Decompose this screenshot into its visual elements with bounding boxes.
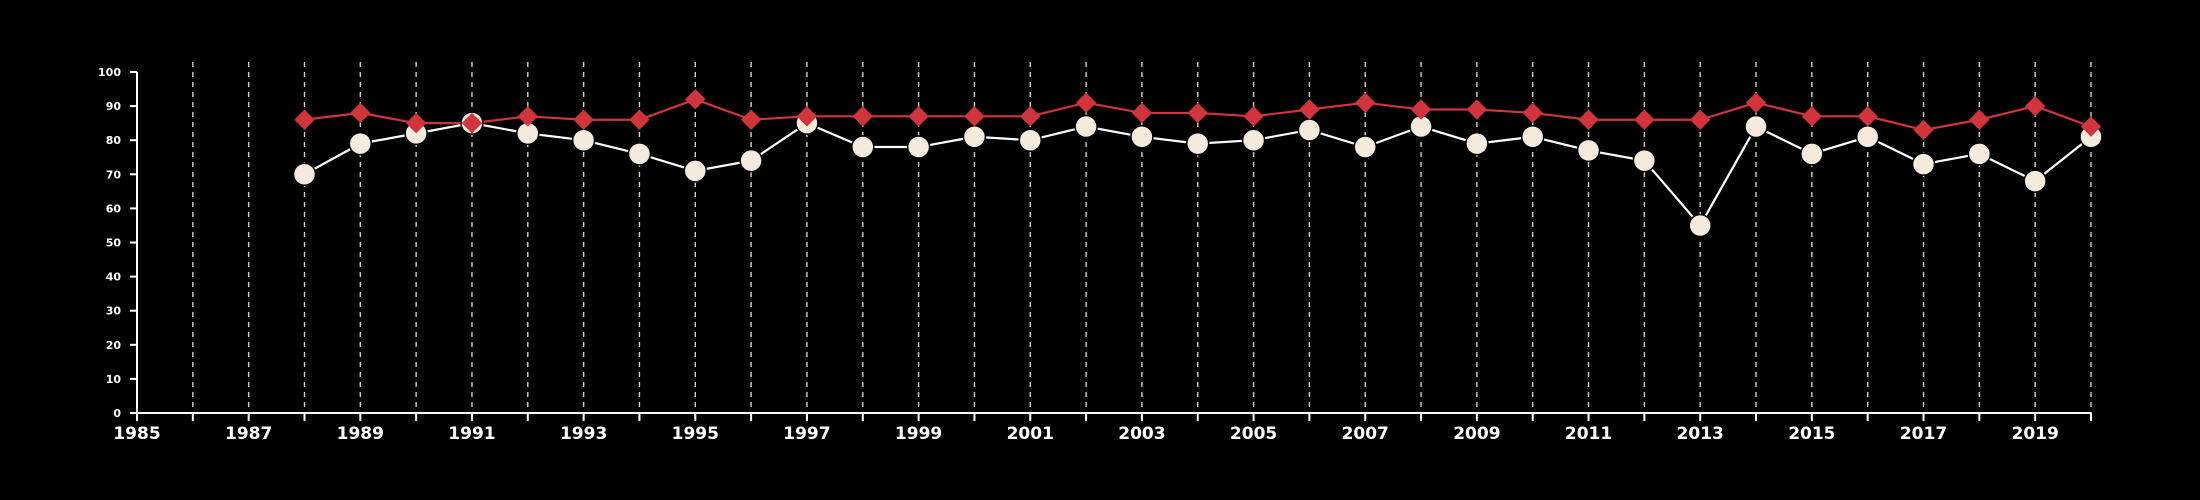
series-diamond-point-1996 (740, 109, 762, 130)
series-circle-point-2004 (1185, 131, 1210, 156)
y-tick-label-10: 10 (106, 373, 122, 386)
series-diamond-point-2018 (1969, 109, 1990, 130)
series-diamond-point-2013 (1689, 109, 1711, 130)
series-diamond-point-2012 (1634, 109, 1655, 130)
y-tick-label-0: 0 (113, 407, 121, 420)
series-circle-point-2011 (1576, 138, 1601, 163)
series-diamond-point-1993 (573, 109, 594, 130)
x-tick-label-1989: 1989 (337, 424, 384, 444)
series-diamond-point-1994 (629, 109, 650, 130)
series-circle-point-1996 (739, 148, 763, 173)
series-circle-point-2002 (1074, 114, 1098, 139)
series-circle-point-2019 (2023, 169, 2047, 193)
series-diamond-point-2017 (1913, 119, 1934, 141)
series-circle-point-1995 (683, 159, 708, 183)
x-tick-label-2019: 2019 (2012, 424, 2059, 444)
series-circle-point-1994 (627, 142, 652, 166)
series-diamond-point-1999 (908, 106, 929, 127)
series-circle-point-2017 (1911, 152, 1936, 176)
y-tick-label-40: 40 (106, 271, 122, 284)
series-circle-point-2006 (1297, 118, 1322, 142)
x-tick-label-2001: 2001 (1007, 424, 1054, 444)
series-diamond-point-2010 (1522, 102, 1543, 124)
series-diamond-point-2020 (2080, 116, 2102, 137)
series-diamond-point-1989 (350, 102, 371, 124)
series-circle-point-2003 (1130, 125, 1154, 149)
x-tick-label-1999: 1999 (895, 424, 942, 444)
series-circle-point-2014 (1744, 114, 1768, 139)
series-circle-point-2012 (1632, 148, 1657, 173)
x-tick-label-2013: 2013 (1677, 424, 1724, 444)
series-diamond-point-2016 (1857, 106, 1878, 127)
series-diamond-point-1992 (517, 106, 539, 127)
series-circle-point-2001 (1018, 128, 1043, 152)
series-layer (292, 89, 2103, 238)
series-diamond-point-2009 (1466, 99, 1488, 120)
x-tick-label-2003: 2003 (1118, 424, 1165, 444)
y-tick-label-60: 60 (106, 202, 122, 215)
axes-layer: 0 10 20 30 40 50 60 70 80 90 100 1985 1987 1989 1991 19… (98, 66, 2092, 444)
x-tick-label-1985: 1985 (113, 424, 160, 444)
x-tick-label-2011: 2011 (1565, 424, 1612, 444)
y-tick-label-100: 100 (98, 66, 121, 79)
series-diamond-point-2003 (1131, 102, 1153, 124)
series-circle-point-2005 (1241, 128, 1266, 152)
y-tick-label-30: 30 (106, 305, 122, 318)
y-tick-label-20: 20 (106, 339, 122, 352)
series-diamond-point-2019 (2024, 95, 2046, 117)
y-tick-label-80: 80 (106, 134, 122, 147)
x-tick-label-1991: 1991 (448, 424, 495, 444)
series-circle-point-2018 (1967, 142, 1992, 166)
x-tick-label-1995: 1995 (672, 424, 719, 444)
x-tick-label-2015: 2015 (1788, 424, 1835, 444)
x-tick-label-2005: 2005 (1230, 424, 1277, 444)
series-circle-point-2015 (1800, 142, 1824, 166)
series-diamond-point-2004 (1187, 102, 1208, 124)
series-diamond-point-1997 (796, 106, 818, 127)
series-diamond-point-2007 (1355, 92, 1376, 113)
x-tick-label-1987: 1987 (225, 424, 272, 444)
series-circle-point-1988 (292, 162, 317, 187)
y-tick-label-50: 50 (106, 237, 122, 250)
series-diamond-point-2011 (1578, 109, 1599, 130)
series-circle-point-1993 (571, 128, 596, 152)
y-tick-label-70: 70 (106, 168, 122, 181)
series-circle-point-2007 (1353, 135, 1377, 159)
series-diamond-point-2008 (1410, 99, 1432, 120)
series-diamond-point-2001 (1020, 106, 1041, 127)
series-diamond-point-1990 (405, 112, 427, 134)
series-diamond-point-1995 (685, 89, 706, 110)
series-diamond-point-1988 (294, 109, 315, 130)
x-tick-label-1993: 1993 (560, 424, 607, 444)
series-circle-point-2000 (962, 125, 987, 149)
series-circle-point-1999 (906, 135, 931, 159)
grid-layer (192, 62, 2092, 413)
series-diamond-point-2005 (1243, 106, 1264, 127)
x-tick-label-1997: 1997 (783, 424, 830, 444)
series-diamond-point-1998 (852, 106, 873, 127)
series-circle-point-2013 (1688, 213, 1712, 238)
x-tick-label-2009: 2009 (1453, 424, 1500, 444)
x-tick-label-2007: 2007 (1342, 424, 1389, 444)
series-circle-point-2009 (1465, 131, 1489, 156)
series-circle-point-1989 (348, 131, 373, 156)
series-diamond-point-2014 (1745, 92, 1767, 113)
series-circle-point-2010 (1520, 125, 1545, 149)
series-diamond-point-2015 (1801, 106, 1823, 127)
series-diamond-point-2006 (1299, 99, 1320, 120)
series-circle-point-1998 (851, 135, 875, 159)
series-diamond-point-2002 (1075, 92, 1097, 113)
series-circle-point-2016 (1855, 125, 1880, 149)
series-diamond-point-2000 (964, 106, 985, 127)
y-tick-label-90: 90 (106, 100, 122, 113)
series-diamond-point-1991 (461, 112, 483, 134)
x-tick-label-2017: 2017 (1900, 424, 1947, 444)
